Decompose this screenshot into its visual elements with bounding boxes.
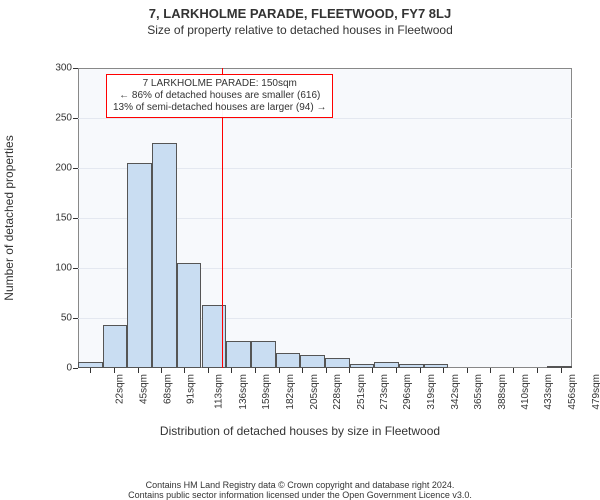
x-tick-label: 296sqm [402, 374, 413, 410]
x-tick-label: 319sqm [426, 374, 437, 410]
chart-container: { "title": "7, LARKHOLME PARADE, FLEETWO… [0, 6, 600, 500]
x-tick [231, 368, 232, 373]
footer-line-2: Contains public sector information licen… [0, 490, 600, 500]
x-tick-label: 113sqm [213, 374, 224, 409]
x-tick-label: 91sqm [186, 374, 197, 404]
x-tick-label: 342sqm [450, 374, 461, 410]
histogram-bar [424, 364, 449, 368]
histogram-bar [325, 358, 350, 368]
x-tick [90, 368, 91, 373]
x-tick-label: 228sqm [332, 374, 343, 410]
x-axis-title: Distribution of detached houses by size … [160, 424, 440, 438]
x-tick-label: 456sqm [567, 374, 578, 410]
y-axis-title: Number of detached properties [2, 135, 16, 300]
annotation-box: 7 LARKHOLME PARADE: 150sqm ← 86% of deta… [106, 74, 333, 118]
x-tick [255, 368, 256, 373]
chart-subtitle: Size of property relative to detached ho… [0, 23, 600, 37]
gridline [78, 118, 572, 119]
footer: Contains HM Land Registry data © Crown c… [0, 480, 600, 500]
x-tick-label: 273sqm [379, 374, 390, 410]
footer-line-1: Contains HM Land Registry data © Crown c… [0, 480, 600, 490]
x-tick [513, 368, 514, 373]
x-tick [208, 368, 209, 373]
histogram-bar [177, 263, 202, 368]
histogram-bar [127, 163, 152, 368]
y-tick-label: 0 [66, 363, 78, 374]
x-tick [420, 368, 421, 373]
x-tick-label: 68sqm [162, 374, 173, 404]
x-tick [114, 368, 115, 373]
x-tick [396, 368, 397, 373]
y-tick-label: 250 [55, 113, 78, 124]
x-tick-label: 136sqm [238, 374, 249, 410]
x-tick-label: 433sqm [543, 374, 554, 410]
x-tick [467, 368, 468, 373]
histogram-bar [276, 353, 301, 368]
plot-area: 05010015020025030022sqm45sqm68sqm91sqm11… [78, 68, 572, 368]
histogram-bar [547, 366, 572, 368]
x-tick-label: 479sqm [591, 374, 600, 410]
histogram-bar [152, 143, 177, 368]
x-tick-label: 159sqm [261, 374, 272, 410]
x-tick [161, 368, 162, 373]
annotation-line-1: 7 LARKHOLME PARADE: 150sqm [113, 78, 326, 90]
annotation-line-2: ← 86% of detached houses are smaller (61… [113, 90, 326, 102]
chart-title: 7, LARKHOLME PARADE, FLEETWOOD, FY7 8LJ [0, 6, 600, 21]
x-tick-label: 205sqm [309, 374, 320, 410]
x-tick [326, 368, 327, 373]
histogram-bar [300, 355, 325, 368]
histogram-bar [226, 341, 251, 368]
x-tick [372, 368, 373, 373]
y-tick-label: 300 [55, 63, 78, 74]
x-tick [138, 368, 139, 373]
x-tick [279, 368, 280, 373]
x-tick [490, 368, 491, 373]
x-tick-label: 251sqm [356, 374, 367, 410]
x-tick-label: 45sqm [139, 374, 150, 404]
histogram-bar [251, 341, 276, 368]
x-tick-label: 365sqm [473, 374, 484, 410]
x-tick [184, 368, 185, 373]
y-tick-label: 200 [55, 163, 78, 174]
y-tick-label: 50 [61, 313, 78, 324]
x-tick [302, 368, 303, 373]
x-tick-label: 388sqm [497, 374, 508, 410]
x-tick [561, 368, 562, 373]
histogram-bar [103, 325, 128, 368]
histogram-bar [350, 364, 375, 368]
x-tick-label: 410sqm [520, 374, 531, 410]
x-tick [349, 368, 350, 373]
x-tick-label: 22sqm [115, 374, 126, 404]
y-tick-label: 100 [55, 263, 78, 274]
x-tick [443, 368, 444, 373]
y-tick-label: 150 [55, 213, 78, 224]
annotation-line-3: 13% of semi-detached houses are larger (… [113, 102, 326, 114]
x-tick-label: 182sqm [285, 374, 296, 410]
x-tick [537, 368, 538, 373]
